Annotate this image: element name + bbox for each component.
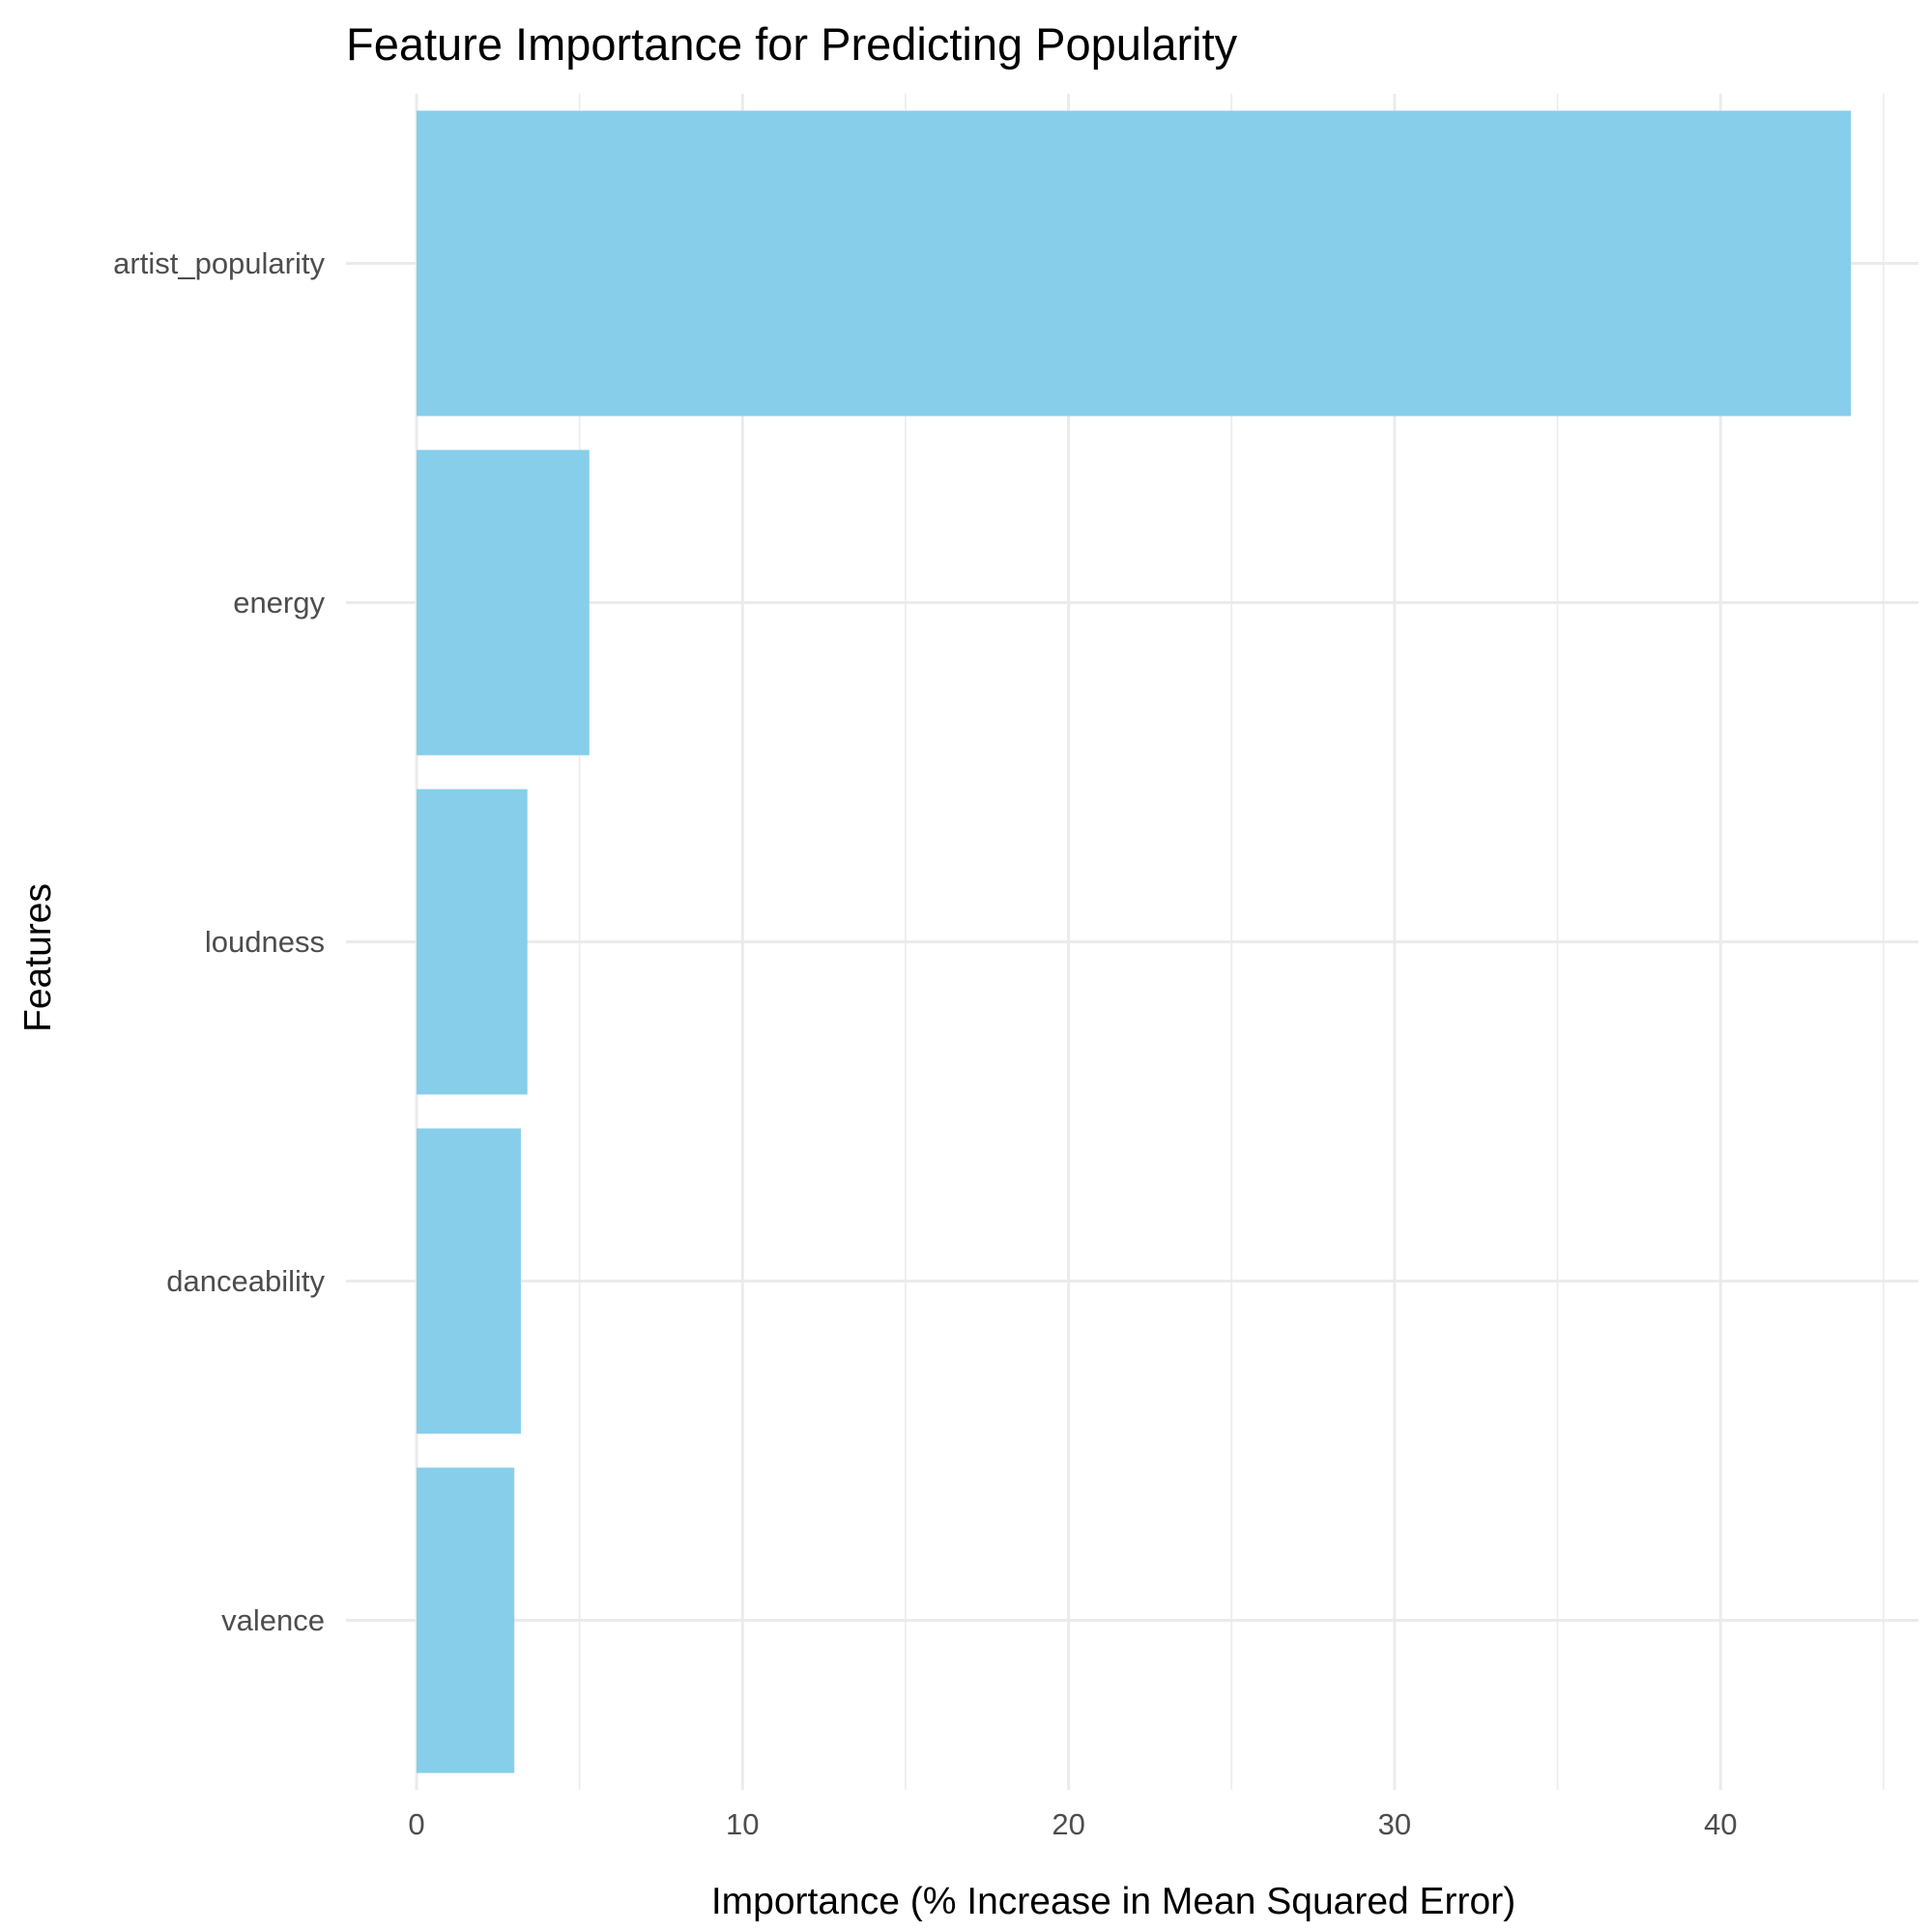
bar-loudness: [417, 789, 528, 1095]
y-tick-label: valence: [221, 1603, 325, 1637]
x-tick-label: 10: [726, 1807, 759, 1841]
chart-title: Feature Importance for Predicting Popula…: [346, 18, 1238, 70]
bar-valence: [417, 1467, 515, 1773]
bars: [417, 110, 1852, 1773]
y-tick-label: danceability: [166, 1264, 325, 1298]
y-tick-label: artist_popularity: [113, 246, 325, 280]
y-tick-label: loudness: [205, 925, 325, 959]
y-tick-label: energy: [233, 586, 325, 620]
x-tick-labels: 0 10 20 30 40: [408, 1807, 1737, 1841]
bar-energy: [417, 449, 590, 756]
y-axis-title: Features: [17, 883, 59, 1032]
bar-artist_popularity: [417, 110, 1852, 417]
bar-danceability: [417, 1128, 521, 1434]
x-tick-label: 20: [1052, 1807, 1084, 1841]
x-tick-label: 0: [408, 1807, 424, 1841]
x-tick-label: 30: [1378, 1807, 1411, 1841]
x-tick-label: 40: [1704, 1807, 1737, 1841]
x-axis-title: Importance (% Increase in Mean Squared E…: [711, 1881, 1515, 1922]
